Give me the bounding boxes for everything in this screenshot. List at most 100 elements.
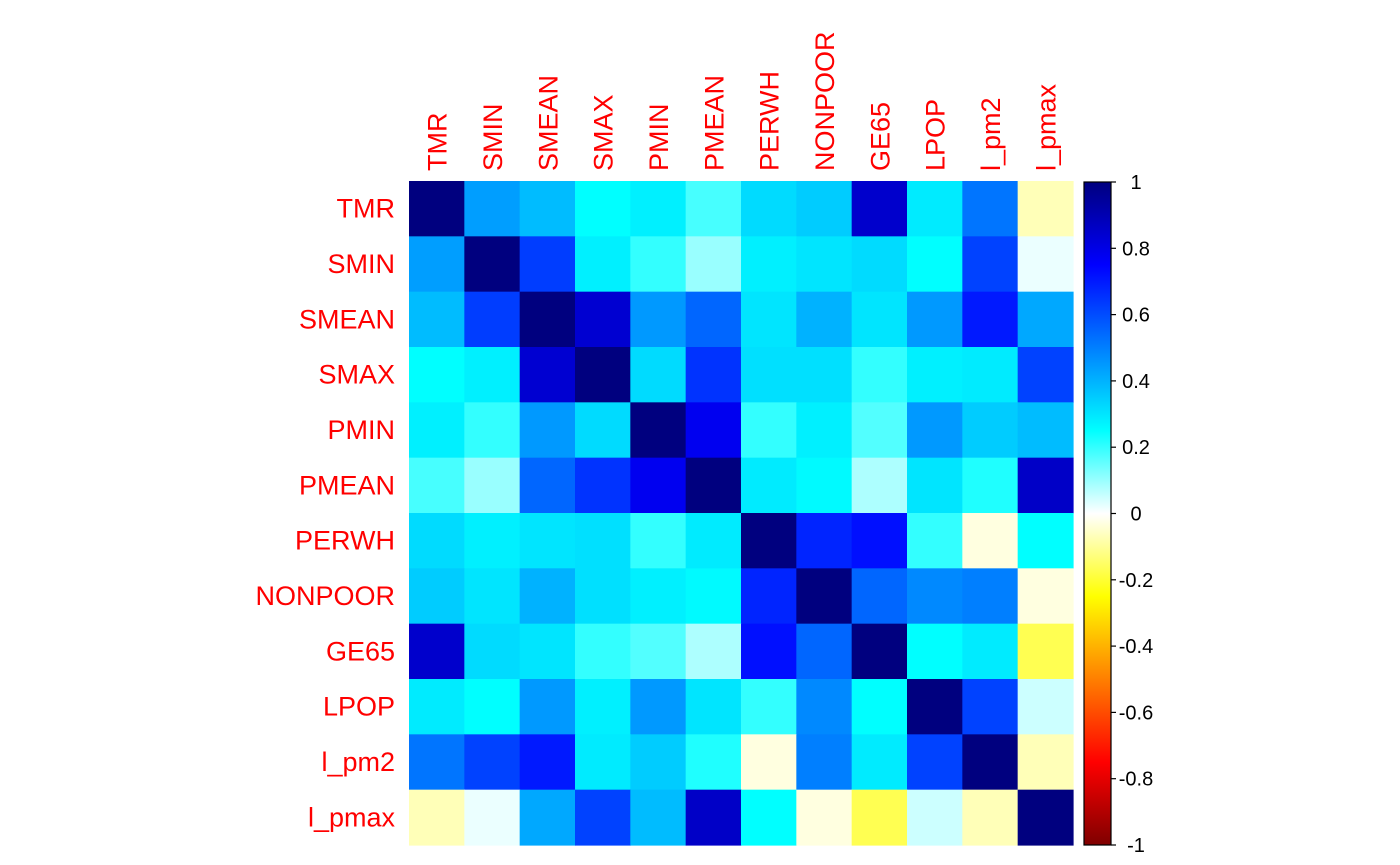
- heatmap-cell-SMAX-SMIN: [464, 347, 521, 403]
- colorbar-tick-label: -0.8: [1119, 769, 1153, 791]
- heatmap-cell-SMAX-PMIN: [630, 347, 687, 403]
- row-label-SMEAN: SMEAN: [299, 304, 395, 334]
- heatmap-cell-LPOP-l_pm2: [962, 679, 1019, 735]
- heatmap-cell-l_pm2-LPOP: [907, 734, 963, 791]
- heatmap-cell-PMIN-PERWH: [741, 402, 797, 459]
- heatmap-cell-SMEAN-NONPOOR: [796, 291, 853, 348]
- heatmap-cell-PMEAN-SMAX: [575, 457, 631, 514]
- heatmap-cell-SMEAN-SMEAN: [519, 291, 576, 348]
- column-label-LPOP: LPOP: [921, 99, 951, 171]
- heatmap-cell-l_pmax-LPOP: [907, 789, 963, 846]
- heatmap-cell-NONPOOR-PERWH: [741, 568, 797, 625]
- heatmap-cell-TMR-PMEAN: [685, 181, 742, 237]
- heatmap-cell-l_pmax-l_pm2: [962, 789, 1019, 846]
- heatmap-cell-PMEAN-PERWH: [741, 457, 797, 514]
- heatmap-cell-LPOP-SMAX: [575, 679, 631, 735]
- heatmap-cell-l_pmax-NONPOOR: [796, 789, 853, 846]
- heatmap-cell-TMR-TMR: [409, 181, 465, 237]
- heatmap-cell-SMEAN-PMEAN: [685, 291, 742, 348]
- heatmap-cell-l_pm2-GE65: [851, 734, 908, 791]
- heatmap-cell-PERWH-SMIN: [464, 513, 521, 569]
- heatmap-cell-GE65-TMR: [409, 623, 465, 680]
- colorbar-scale: [1083, 181, 1112, 846]
- heatmap-cell-l_pmax-GE65: [851, 789, 908, 846]
- heatmap-cell-PMIN-TMR: [409, 402, 465, 459]
- heatmap-cell-l_pmax-PERWH: [741, 789, 797, 846]
- row-label-l_pmax: l_pmax: [308, 802, 396, 832]
- heatmap-cell-SMAX-l_pmax: [1017, 347, 1074, 403]
- heatmap-cell-LPOP-NONPOOR: [796, 679, 853, 735]
- column-label-SMEAN: SMEAN: [533, 75, 563, 171]
- colorbar-tick-label: -0.4: [1119, 636, 1153, 658]
- heatmap-cell-l_pmax-PMEAN: [685, 789, 742, 846]
- heatmap-cell-GE65-l_pmax: [1017, 623, 1074, 680]
- row-label-SMIN: SMIN: [328, 249, 396, 279]
- heatmap-cell-PERWH-NONPOOR: [796, 513, 853, 569]
- heatmap-cell-TMR-PMIN: [630, 181, 687, 237]
- heatmap-cell-TMR-SMIN: [464, 181, 521, 237]
- heatmap-cell-NONPOOR-SMAX: [575, 568, 631, 625]
- heatmap-cell-PMIN-SMIN: [464, 402, 521, 459]
- colorbar-tick-label: 0.4: [1122, 371, 1150, 393]
- heatmap-cell-SMEAN-PMIN: [630, 291, 687, 348]
- heatmap-cell-NONPOOR-SMEAN: [519, 568, 576, 625]
- heatmap-cell-PMEAN-LPOP: [907, 457, 963, 514]
- colorbar-tick-label: -1: [1127, 835, 1145, 857]
- heatmap-cell-TMR-NONPOOR: [796, 181, 853, 237]
- heatmap-cell-PERWH-l_pmax: [1017, 513, 1074, 569]
- column-label-SMAX: SMAX: [589, 94, 619, 171]
- heatmap-cell-NONPOOR-l_pmax: [1017, 568, 1074, 625]
- colorbar-tick-label: 1: [1130, 172, 1141, 194]
- heatmap-cell-SMAX-PMEAN: [685, 347, 742, 403]
- heatmap-cell-PMIN-NONPOOR: [796, 402, 853, 459]
- heatmap-cell-LPOP-PMIN: [630, 679, 687, 735]
- row-label-l_pm2: l_pm2: [321, 747, 395, 777]
- column-label-TMR: TMR: [423, 113, 453, 171]
- heatmap-cell-l_pmax-SMEAN: [519, 789, 576, 846]
- heatmap-cell-SMEAN-PERWH: [741, 291, 797, 348]
- heatmap-cell-PERWH-PMEAN: [685, 513, 742, 569]
- heatmap-cell-SMIN-SMAX: [575, 236, 631, 293]
- heatmap-cell-LPOP-TMR: [409, 679, 465, 735]
- heatmap-cell-SMEAN-SMIN: [464, 291, 521, 348]
- colorbar-tick-label: 0.6: [1122, 305, 1150, 327]
- heatmap-cell-NONPOOR-l_pm2: [962, 568, 1019, 625]
- heatmap-cell-TMR-LPOP: [907, 181, 963, 237]
- heatmap-cell-SMEAN-TMR: [409, 291, 465, 348]
- heatmap-cell-PMEAN-GE65: [851, 457, 908, 514]
- heatmap-cell-SMEAN-l_pmax: [1017, 291, 1074, 348]
- heatmap-cell-GE65-PERWH: [741, 623, 797, 680]
- heatmap-cell-SMAX-LPOP: [907, 347, 963, 403]
- heatmap-cell-LPOP-SMIN: [464, 679, 521, 735]
- column-label-SMIN: SMIN: [478, 104, 508, 172]
- heatmap-cell-NONPOOR-SMIN: [464, 568, 521, 625]
- heatmap-cell-SMIN-l_pmax: [1017, 236, 1074, 293]
- heatmap-cell-SMIN-LPOP: [907, 236, 963, 293]
- column-label-PMIN: PMIN: [644, 104, 674, 172]
- heatmap-cell-LPOP-PMEAN: [685, 679, 742, 735]
- heatmap-cell-SMIN-TMR: [409, 236, 465, 293]
- heatmap-cell-SMEAN-l_pm2: [962, 291, 1019, 348]
- heatmap-cell-l_pm2-TMR: [409, 734, 465, 791]
- heatmap-cell-PMEAN-PMIN: [630, 457, 687, 514]
- heatmap-cell-SMIN-SMEAN: [519, 236, 576, 293]
- heatmap-cell-GE65-SMEAN: [519, 623, 576, 680]
- row-labels: TMR SMIN SMEAN SMAX PMIN PMEAN PERWH NONPOOR GE6…: [255, 194, 395, 833]
- heatmap-cell-PMEAN-l_pmax: [1017, 457, 1074, 514]
- heatmap-cell-SMAX-GE65: [851, 347, 908, 403]
- heatmap-cell-l_pmax-PMIN: [630, 789, 687, 846]
- heatmap-cell-TMR-SMAX: [575, 181, 631, 237]
- heatmap-cell-PMIN-l_pm2: [962, 402, 1019, 459]
- heatmap-cell-PMEAN-l_pm2: [962, 457, 1019, 514]
- heatmap-cell-NONPOOR-TMR: [409, 568, 465, 625]
- colorbar: 1 0.8 0.6 0.4 0.2 0 -0.2 -0.4 -0.6 -0.8 -1: [1083, 172, 1153, 857]
- row-label-PERWH: PERWH: [295, 526, 395, 556]
- colorbar-tick-label: -0.6: [1119, 702, 1153, 724]
- row-label-PMEAN: PMEAN: [299, 470, 395, 500]
- row-label-SMAX: SMAX: [318, 360, 395, 390]
- heatmap-cell-GE65-NONPOOR: [796, 623, 853, 680]
- heatmap-cell-LPOP-LPOP: [907, 679, 963, 735]
- heatmap-cell-PMIN-l_pmax: [1017, 402, 1074, 459]
- heatmap-cell-l_pmax-TMR: [409, 789, 465, 846]
- heatmap-cell-SMEAN-LPOP: [907, 291, 963, 348]
